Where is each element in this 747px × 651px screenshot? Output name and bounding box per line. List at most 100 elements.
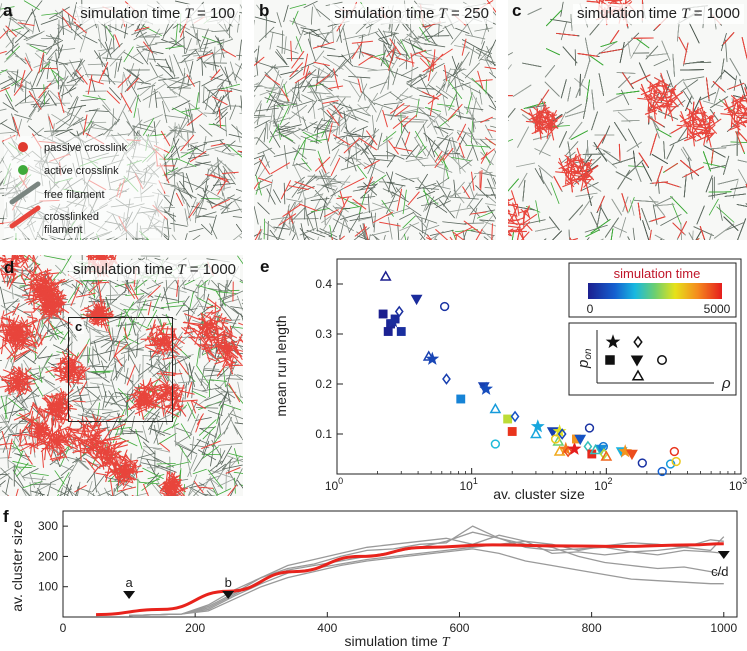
chart-e-point-circle bbox=[665, 459, 676, 469]
marker-legend-box bbox=[568, 322, 737, 396]
chart-e-point-diamond bbox=[510, 410, 520, 423]
panel-a-label: a bbox=[3, 1, 13, 20]
chart-e-ytick-label: 0.4 bbox=[315, 277, 332, 291]
chart-f-trajectory bbox=[129, 531, 724, 617]
inset-box-c bbox=[68, 317, 173, 422]
chart-e-point-triangle-down bbox=[574, 434, 587, 446]
marker-legend-triangle-down-icon bbox=[630, 355, 644, 367]
chart-f-trajectory bbox=[129, 534, 724, 617]
marker-legend-triangle-up-icon bbox=[631, 369, 645, 381]
chart-e-point-star bbox=[425, 351, 440, 365]
chart-e-ytick-label: 0.2 bbox=[315, 377, 332, 391]
chart-e-ytick-label: 0.3 bbox=[315, 327, 332, 341]
chart-e-point-diamond bbox=[442, 373, 451, 385]
marker-legend-star-icon bbox=[605, 334, 621, 349]
active-crosslink-icon bbox=[18, 165, 28, 175]
panel-c-title: simulation time T = 1000 bbox=[572, 4, 744, 24]
chart-f-xtick-label: 0 bbox=[60, 621, 67, 635]
inset-box-label: c bbox=[73, 319, 85, 334]
chart-e-ytick-label: 0.1 bbox=[315, 427, 332, 441]
chart-f-marker-a-icon bbox=[123, 591, 136, 599]
colorbar-min: 0 bbox=[587, 302, 594, 316]
colorbar-title: simulation time bbox=[614, 266, 701, 281]
chart-e-point-triangle-up bbox=[379, 270, 392, 281]
free-filament-icon bbox=[9, 181, 41, 205]
chart-f-ylabel: av. cluster size bbox=[9, 520, 25, 612]
panel-b-simulation: simulation time T = 250 b bbox=[254, 0, 496, 240]
chart-e-point-triangle-up bbox=[489, 402, 502, 414]
chart-e-point-triangle-up bbox=[589, 443, 602, 455]
chart-e-point-square bbox=[456, 394, 466, 404]
chart-e-point-star bbox=[567, 441, 582, 455]
chart-f-ytick-label: 100 bbox=[38, 580, 58, 594]
chart-e-point-square bbox=[503, 414, 513, 424]
panel-a-simulation: simulation time T = 100 a passive crossl… bbox=[0, 0, 242, 240]
chart-e-point-circle bbox=[584, 423, 595, 433]
chart-e-point-triangle-up bbox=[600, 450, 613, 461]
chart-e-run-length-vs-cluster: e 100 101 102 103 0.1 0.2 0.3 0.4 av. cluster s… bbox=[260, 257, 747, 500]
chart-f-marker-cd-icon bbox=[717, 551, 730, 559]
marker-legend-pon: pon bbox=[575, 348, 594, 369]
chart-f-cluster-growth: f 0 200 400 600 800 1000 100 200 300 a b c/d av. c… bbox=[3, 507, 738, 650]
chart-f-frame bbox=[62, 510, 738, 618]
chart-f-marker-label: c/d bbox=[711, 564, 728, 579]
panel-e-label: e bbox=[260, 257, 269, 276]
colorbar-gradient bbox=[588, 283, 722, 299]
chart-f-trajectory bbox=[129, 525, 724, 617]
marker-legend-rho: ρ bbox=[721, 375, 731, 392]
chart-f-marker-label: a bbox=[125, 575, 133, 590]
crosslinked-filament-icon bbox=[9, 205, 41, 229]
chart-f-marker-b-icon bbox=[222, 591, 235, 599]
chart-f-xlabel: simulation time T bbox=[344, 633, 450, 650]
chart-e-xtick-label: 100 bbox=[325, 476, 343, 493]
chart-f-xtick-label: 200 bbox=[185, 621, 205, 635]
chart-e-point-circle bbox=[637, 458, 647, 468]
marker-legend-square-icon bbox=[605, 355, 615, 365]
legend-crosslinked-label: crosslinked filament bbox=[44, 211, 99, 236]
chart-e-point-circle bbox=[671, 456, 681, 467]
chart-e-point-triangle-up bbox=[552, 435, 565, 446]
marker-legend-circle-icon bbox=[657, 355, 667, 365]
chart-e-point-circle bbox=[439, 301, 450, 312]
chart-e-xtick-label: 102 bbox=[594, 476, 612, 493]
chart-e-point-diamond bbox=[394, 305, 404, 318]
legend-a-symbols: passive crosslink active crosslink free … bbox=[9, 142, 128, 236]
chart-e-point-triangle-down bbox=[626, 449, 638, 461]
chart-e-point-circle bbox=[657, 466, 667, 477]
legend-active-label: active crosslink bbox=[44, 165, 119, 177]
chart-f-mean-fit bbox=[96, 542, 724, 617]
panel-a-title: simulation time T = 100 bbox=[76, 4, 239, 24]
colorbar-max: 5000 bbox=[704, 302, 731, 316]
chart-e-point-star bbox=[479, 381, 493, 395]
chart-e-frame bbox=[336, 258, 742, 475]
panel-d-title: simulation time T = 1000 bbox=[68, 260, 240, 280]
chart-e-point-triangle-up bbox=[530, 427, 542, 439]
filament-network-d bbox=[0, 255, 243, 496]
filament-network-b bbox=[254, 0, 496, 240]
chart-e-point-circle bbox=[550, 434, 561, 444]
chart-e-ylabel: mean run length bbox=[273, 315, 289, 416]
chart-f-marker-label: b bbox=[225, 575, 232, 590]
chart-f-ytick-label: 300 bbox=[38, 519, 58, 533]
chart-e-point-triangle-up bbox=[553, 445, 566, 456]
panel-b-title: simulation time T = 250 bbox=[330, 4, 493, 24]
chart-f-xtick-label: 1000 bbox=[710, 621, 737, 635]
legend-a: passive crosslink active crosslink free … bbox=[4, 136, 164, 238]
panel-d-simulation: c simulation time T = 1000 d bbox=[0, 255, 243, 496]
chart-f-xtick-label: 800 bbox=[582, 621, 602, 635]
legend-passive-label: passive crosslink bbox=[44, 142, 128, 154]
panel-c-label: c bbox=[512, 1, 522, 20]
network-background bbox=[254, 0, 496, 240]
marker-legend-diamond-icon bbox=[633, 335, 643, 349]
chart-e-point-circle bbox=[490, 439, 501, 449]
chart-e-xtick-label: 101 bbox=[459, 476, 477, 493]
chart-f-ytick-label: 200 bbox=[38, 549, 58, 563]
chart-e-point-triangle-down bbox=[410, 294, 423, 306]
passive-crosslink-icon bbox=[18, 142, 28, 152]
legend-free-label: free filament bbox=[44, 189, 105, 201]
chart-e-point-square bbox=[396, 327, 406, 336]
chart-e-point-star bbox=[386, 314, 400, 328]
chart-e-point-circle bbox=[669, 446, 680, 457]
chart-e-point-diamond bbox=[557, 428, 567, 440]
chart-e-xtick-label: 103 bbox=[729, 476, 747, 493]
